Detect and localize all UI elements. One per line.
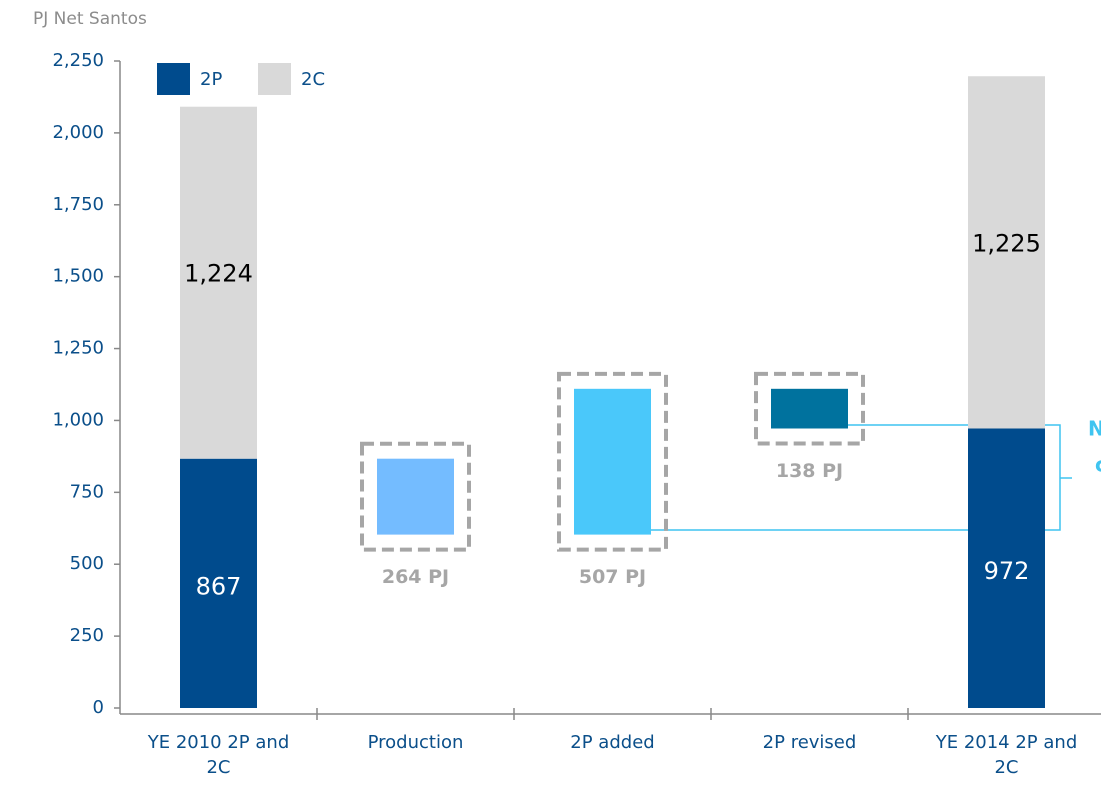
y-tick-label: 0 xyxy=(93,697,104,718)
y-tick-label: 1,000 xyxy=(52,409,104,430)
bar xyxy=(968,76,1045,429)
legend-swatch xyxy=(258,63,291,95)
x-tick-label: YE 2014 2P and 2C xyxy=(935,732,1078,778)
value-label: 138 PJ xyxy=(776,460,843,482)
value-label: 264 PJ xyxy=(382,566,449,588)
annotation: N xyxy=(1088,417,1101,441)
y-tick-label: 1,500 xyxy=(52,266,104,287)
x-tick-label: Production xyxy=(367,732,464,753)
x-tick-label: YE 2010 2P and 2C xyxy=(147,732,290,778)
bar xyxy=(180,458,257,708)
x-tick-label: 2P revised xyxy=(762,732,857,753)
value-label: 1,225 xyxy=(972,229,1041,257)
value-label: 507 PJ xyxy=(579,566,646,588)
bar xyxy=(968,428,1045,708)
dashed-box xyxy=(557,371,668,552)
y-tick-label: 2,250 xyxy=(52,50,104,71)
y-tick-label: 2,000 xyxy=(52,122,104,143)
value-label: 867 xyxy=(196,572,242,600)
y-tick-label: 500 xyxy=(70,553,104,574)
value-label: 972 xyxy=(984,557,1030,585)
category-separators xyxy=(316,708,909,720)
y-tick-label: 250 xyxy=(70,625,104,646)
legend-swatch xyxy=(157,63,190,95)
y-tick-label: 1,750 xyxy=(52,194,104,215)
bar xyxy=(574,388,651,535)
bar xyxy=(180,106,257,459)
y-tick-label: 1,250 xyxy=(52,338,104,359)
value-label: 1,224 xyxy=(184,260,253,288)
bar xyxy=(771,388,848,429)
legend-label: 2C xyxy=(301,69,325,90)
x-tick-label: 2P added xyxy=(570,732,655,753)
legend-label: 2P xyxy=(200,69,222,90)
annotation: c xyxy=(1095,453,1101,477)
bar xyxy=(377,458,454,535)
y-tick-label: 750 xyxy=(70,481,104,502)
y-axis-label: PJ Net Santos xyxy=(33,9,147,29)
